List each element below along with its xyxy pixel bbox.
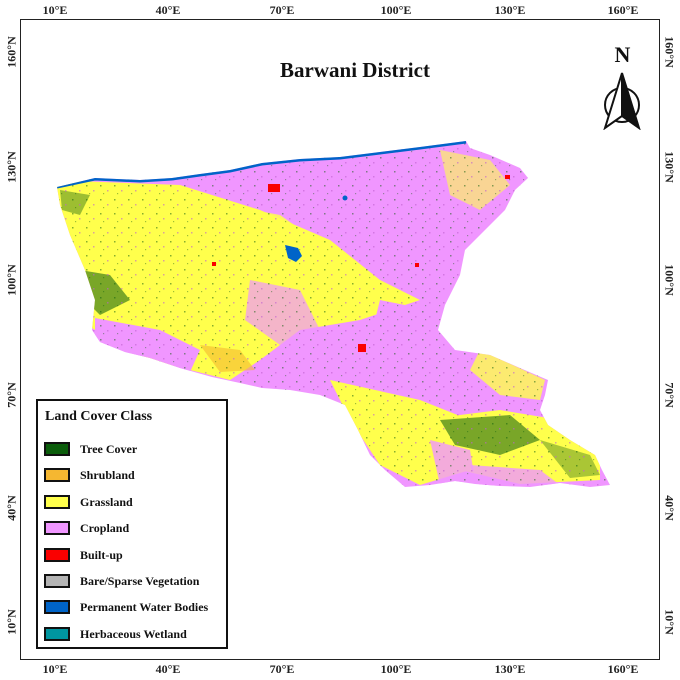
legend-swatch: [44, 521, 70, 535]
legend-swatch: [44, 548, 70, 562]
north-label: N: [614, 42, 631, 67]
x-tick-top: 10°E: [42, 3, 68, 17]
x-tick-top: 70°E: [269, 3, 295, 17]
map-title: Barwani District: [280, 58, 430, 82]
x-tick-bottom: 130°E: [494, 662, 526, 676]
legend-swatch: [44, 574, 70, 588]
legend-item-tree-cover: Tree Cover: [44, 441, 137, 457]
north-arrow: N: [595, 42, 650, 132]
x-tick-bottom: 100°E: [380, 662, 412, 676]
legend-label: Tree Cover: [80, 441, 138, 456]
x-tick-bottom: 40°E: [155, 662, 181, 676]
legend-swatch: [44, 627, 70, 641]
legend-item-water: Permanent Water Bodies: [44, 599, 208, 615]
legend-label: Grassland: [80, 494, 133, 509]
legend-label: Cropland: [80, 520, 130, 535]
legend-swatch: [44, 495, 70, 509]
x-tick-top: 130°E: [494, 3, 526, 17]
legend-label: Built-up: [80, 547, 123, 562]
legend-item-bare-sparse: Bare/Sparse Vegetation: [44, 573, 199, 589]
x-tick-top: 100°E: [380, 3, 412, 17]
legend-label: Herbaceous Wetland: [80, 626, 187, 641]
x-tick-bottom: 10°E: [42, 662, 68, 676]
legend-item-shrubland: Shrubland: [44, 467, 135, 483]
map-frame: [20, 19, 660, 660]
legend-item-built-up: Built-up: [44, 547, 123, 563]
legend-item-grassland: Grassland: [44, 494, 133, 510]
legend: Land Cover Class Tree Cover Shrubland Gr…: [36, 399, 228, 649]
x-tick-bottom: 160°E: [607, 662, 639, 676]
legend-swatch: [44, 442, 70, 456]
legend-swatch: [44, 468, 70, 482]
legend-title: Land Cover Class: [45, 409, 153, 424]
x-tick-top: 160°E: [607, 3, 639, 17]
legend-label: Shrubland: [80, 467, 135, 482]
legend-item-cropland: Cropland: [44, 520, 129, 536]
legend-swatch: [44, 600, 70, 614]
north-arrow-icon: [603, 72, 641, 130]
x-tick-top: 40°E: [155, 3, 181, 17]
legend-label: Permanent Water Bodies: [80, 599, 209, 614]
legend-label: Bare/Sparse Vegetation: [80, 573, 200, 588]
legend-item-wetland: Herbaceous Wetland: [44, 626, 187, 642]
x-tick-bottom: 70°E: [269, 662, 295, 676]
